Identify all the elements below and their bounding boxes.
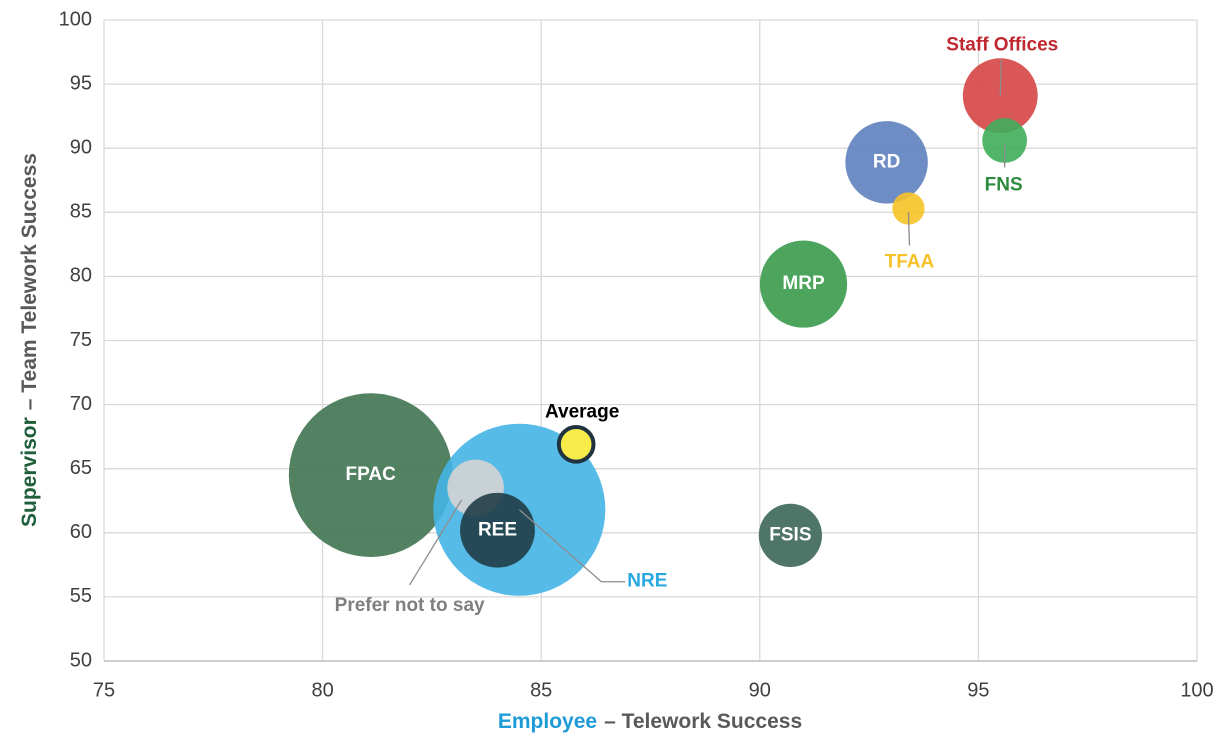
y-tick-label: 75 [70, 329, 92, 351]
bubble [845, 121, 928, 204]
y-tick-label: 70 [70, 393, 92, 415]
bubble-label: TFAA [885, 251, 935, 272]
x-tick-label: 85 [530, 679, 552, 701]
bubble-label: REE [478, 519, 517, 540]
x-axis-title-part: – Telework Success [604, 710, 802, 733]
bubble [759, 240, 848, 328]
y-tick-label: 90 [70, 136, 92, 158]
bubble [758, 503, 823, 567]
y-tick-label: 60 [70, 521, 92, 543]
y-tick-label: 100 [59, 8, 92, 30]
x-tick-label: 90 [749, 679, 771, 701]
y-axis-title-part: Supervisor [18, 417, 41, 527]
y-tick-label: 50 [70, 649, 92, 671]
bubble-label: NRE [627, 571, 667, 592]
y-axis-title: Supervisor – Team Telework Success [18, 153, 41, 527]
bubble-label: Staff Offices [946, 35, 1058, 56]
x-tick-label: 100 [1180, 679, 1213, 701]
bubble-label: FNS [985, 175, 1023, 196]
bubble [892, 192, 925, 225]
x-axis-title-part: Employee [498, 710, 597, 733]
y-axis-title-part: – Team Telework Success [18, 153, 41, 410]
x-tick-label: 95 [967, 679, 989, 701]
leader-line [409, 499, 463, 586]
y-tick-label: 65 [70, 457, 92, 479]
leader-line [518, 509, 626, 583]
x-tick-label: 75 [93, 679, 115, 701]
x-tick-label: 80 [311, 679, 333, 701]
bubble-label: Average [545, 401, 619, 422]
x-axis-title: Employee – Telework Success [498, 710, 802, 733]
y-tick-label: 95 [70, 72, 92, 94]
bubble-label: Prefer not to say [335, 595, 485, 616]
bubble-label: FPAC [346, 464, 397, 485]
bubble-label: RD [873, 151, 900, 172]
y-tick-label: 55 [70, 585, 92, 607]
bubble [982, 118, 1027, 163]
leader-line [999, 59, 1002, 96]
y-tick-label: 85 [70, 201, 92, 223]
bubble-label: MRP [782, 273, 825, 294]
leader-line [907, 212, 911, 246]
bubble [556, 425, 596, 464]
bubble-label: FSIS [769, 524, 811, 545]
y-tick-label: 80 [70, 265, 92, 287]
bubble [460, 492, 535, 568]
bubble [288, 393, 453, 557]
